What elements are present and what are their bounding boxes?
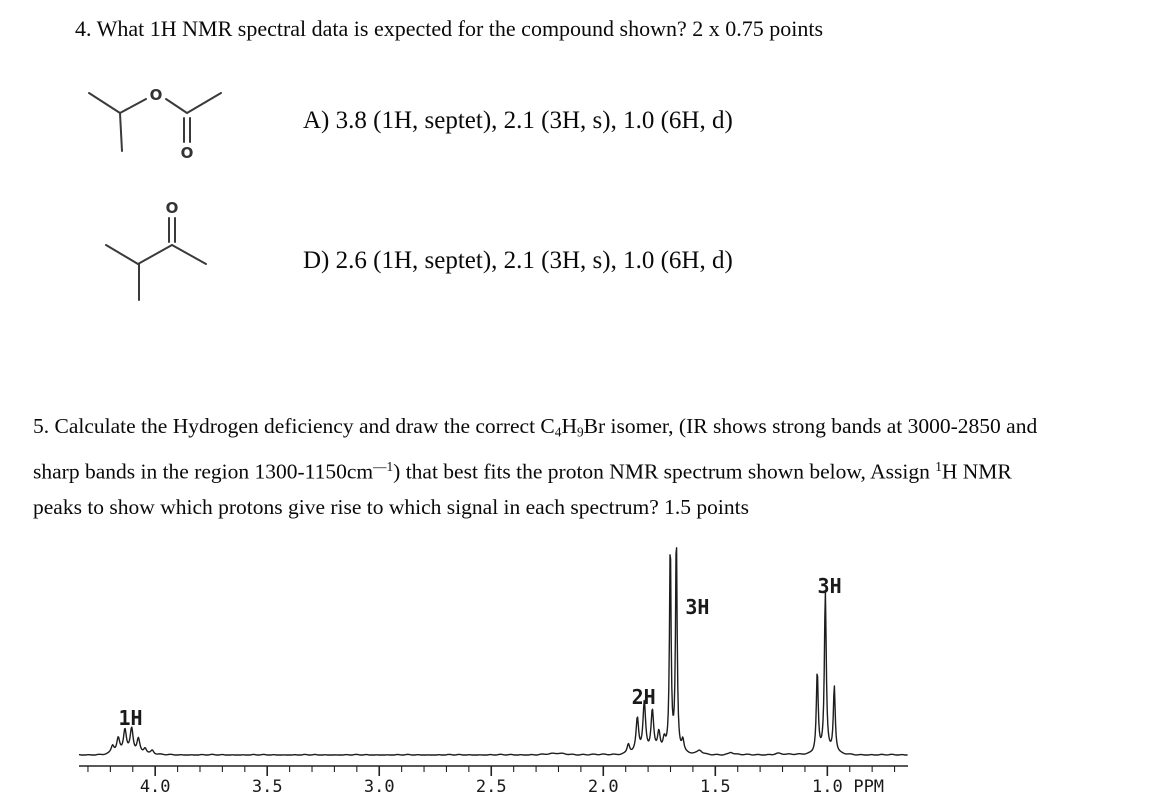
peak-integration-label: 3H [818, 574, 842, 598]
question5-line1: 5. Calculate the Hydrogen deficiency and… [33, 414, 1038, 440]
x-tick-label: 2.5 [476, 777, 507, 797]
x-tick-label: 2.0 [588, 777, 619, 797]
ppm-unit-label: PPM [853, 777, 884, 797]
x-tick-label: 4.0 [140, 777, 171, 797]
x-tick-label: 3.0 [364, 777, 395, 797]
peak-integration-label: 3H [685, 595, 709, 619]
ester-oxygen-label: O [150, 86, 163, 104]
nmr-trace [78, 547, 908, 756]
ketone-oxygen-label: O [166, 199, 179, 217]
x-tick-label: 1.5 [700, 777, 731, 797]
question5-line3: peaks to show which protons give rise to… [33, 494, 749, 519]
x-tick-label: 3.5 [252, 777, 283, 797]
x-tick-label: 1.0 [812, 777, 843, 797]
peak-integration-label: 2H [632, 685, 656, 709]
option-a-text: A) 3.8 (1H, septet), 2.1 (3H, s), 1.0 (6… [303, 107, 733, 134]
question5-text: 5. Calculate the Hydrogen deficiency and… [33, 409, 1037, 525]
question4-text: 4. What 1H NMR spectral data is expected… [75, 16, 824, 41]
question5-line2: sharp bands in the region 1300-1150cm—1)… [33, 459, 1012, 484]
option-d-text: D) 2.6 (1H, septet), 2.1 (3H, s), 1.0 (6… [303, 247, 733, 274]
nmr-spectrum-svg: 4.0 3.5 3.0 2.5 2.0 1.5 1.0 PPM 1H 2H 3H 3H [78, 547, 908, 797]
structure-isopropyl-acetate: O O [88, 86, 222, 162]
peak-integration-label: 1H [118, 706, 142, 730]
carbonyl-oxygen-label: O [181, 144, 194, 162]
structure-methyl-isopropyl-ketone: O [105, 199, 207, 301]
